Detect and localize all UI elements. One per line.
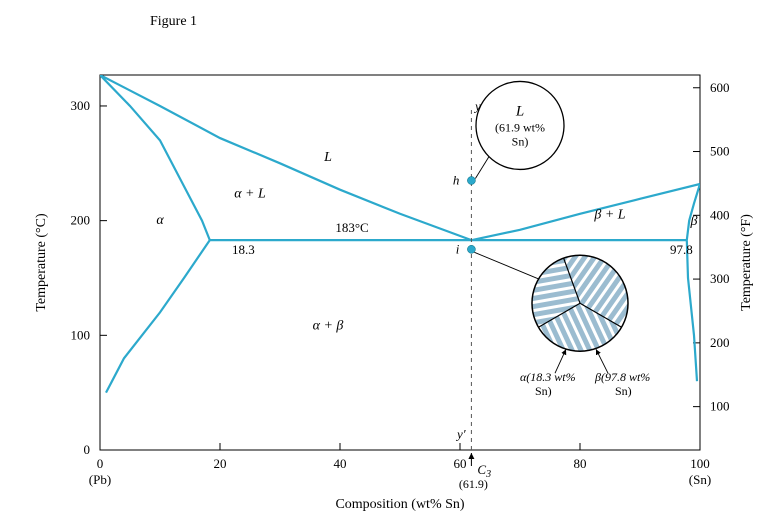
y-tick-left-label: 0 bbox=[84, 442, 91, 457]
region-alpha_plus_beta: α + β bbox=[313, 319, 344, 334]
y-tick-left-label: 100 bbox=[71, 327, 91, 342]
x-end-left: (Pb) bbox=[89, 472, 111, 487]
y-axis-left-label: Temperature (°C) bbox=[34, 213, 49, 312]
y-bot-label: y′ bbox=[455, 427, 466, 442]
point-label-h: h bbox=[453, 173, 460, 188]
x-end-right: (Sn) bbox=[689, 472, 711, 487]
region-L: L bbox=[323, 150, 332, 165]
micro-beta-l1: β(97.8 wt% bbox=[594, 370, 650, 384]
eutectic-temp-label: 183°C bbox=[335, 220, 368, 235]
solvus-beta bbox=[687, 240, 697, 381]
curves bbox=[100, 75, 700, 450]
figure-label: Figure 1 bbox=[150, 14, 197, 29]
solvus-alpha bbox=[106, 240, 210, 393]
x-tick-label: 20 bbox=[214, 456, 227, 471]
x-tick-label: 0 bbox=[97, 456, 104, 471]
point-label-i: i bbox=[456, 241, 460, 256]
y-tick-left-label: 200 bbox=[71, 213, 91, 228]
x-tick-label: 100 bbox=[690, 456, 710, 471]
liquidus-right bbox=[471, 184, 700, 240]
leader-i bbox=[474, 252, 539, 279]
c3-sub: (61.9) bbox=[459, 477, 488, 491]
solidus-beta bbox=[687, 184, 700, 240]
leader-h bbox=[475, 156, 489, 178]
y-tick-left-label: 300 bbox=[71, 98, 91, 113]
y-tick-right-label: 500 bbox=[710, 144, 730, 159]
solidus-alpha bbox=[100, 75, 210, 240]
y-axis-right-label: Temperature (°F) bbox=[739, 214, 754, 311]
region-beta_plus_L: β + L bbox=[593, 207, 625, 222]
micro-alpha-l2: Sn) bbox=[535, 384, 552, 398]
region-alpha_plus_L: α + L bbox=[234, 187, 266, 202]
callout-L-line2: (61.9 wt% bbox=[495, 120, 545, 134]
y-tick-right-label: 400 bbox=[710, 207, 730, 222]
region-alpha: α bbox=[156, 213, 164, 228]
x-tick-label: 40 bbox=[334, 456, 347, 471]
callout-L-line3: Sn) bbox=[512, 134, 529, 148]
micro-beta-l2: Sn) bbox=[615, 384, 632, 398]
y-tick-right-label: 300 bbox=[710, 271, 730, 286]
y-tick-right-label: 600 bbox=[710, 80, 730, 95]
callout-L-line1: L bbox=[515, 103, 524, 119]
region-beta: β bbox=[690, 214, 698, 229]
point-h bbox=[467, 177, 475, 185]
micro-alpha-l1: α(18.3 wt% bbox=[520, 370, 576, 384]
plot-frame bbox=[100, 75, 700, 450]
x-tick-label: 60 bbox=[454, 456, 467, 471]
phase-diagram-svg: Figure 1020406080100(Pb)(Sn)C3(61.9)Comp… bbox=[0, 0, 764, 531]
x-axis-label: Composition (wt% Sn) bbox=[335, 497, 464, 512]
y-tick-right-label: 200 bbox=[710, 335, 730, 350]
beta-end-label: 97.8 bbox=[670, 242, 693, 257]
x-tick-label: 80 bbox=[574, 456, 587, 471]
point-i bbox=[467, 245, 475, 253]
alpha-end-label: 18.3 bbox=[232, 242, 255, 257]
y-tick-right-label: 100 bbox=[710, 399, 730, 414]
microstructure bbox=[532, 255, 628, 351]
